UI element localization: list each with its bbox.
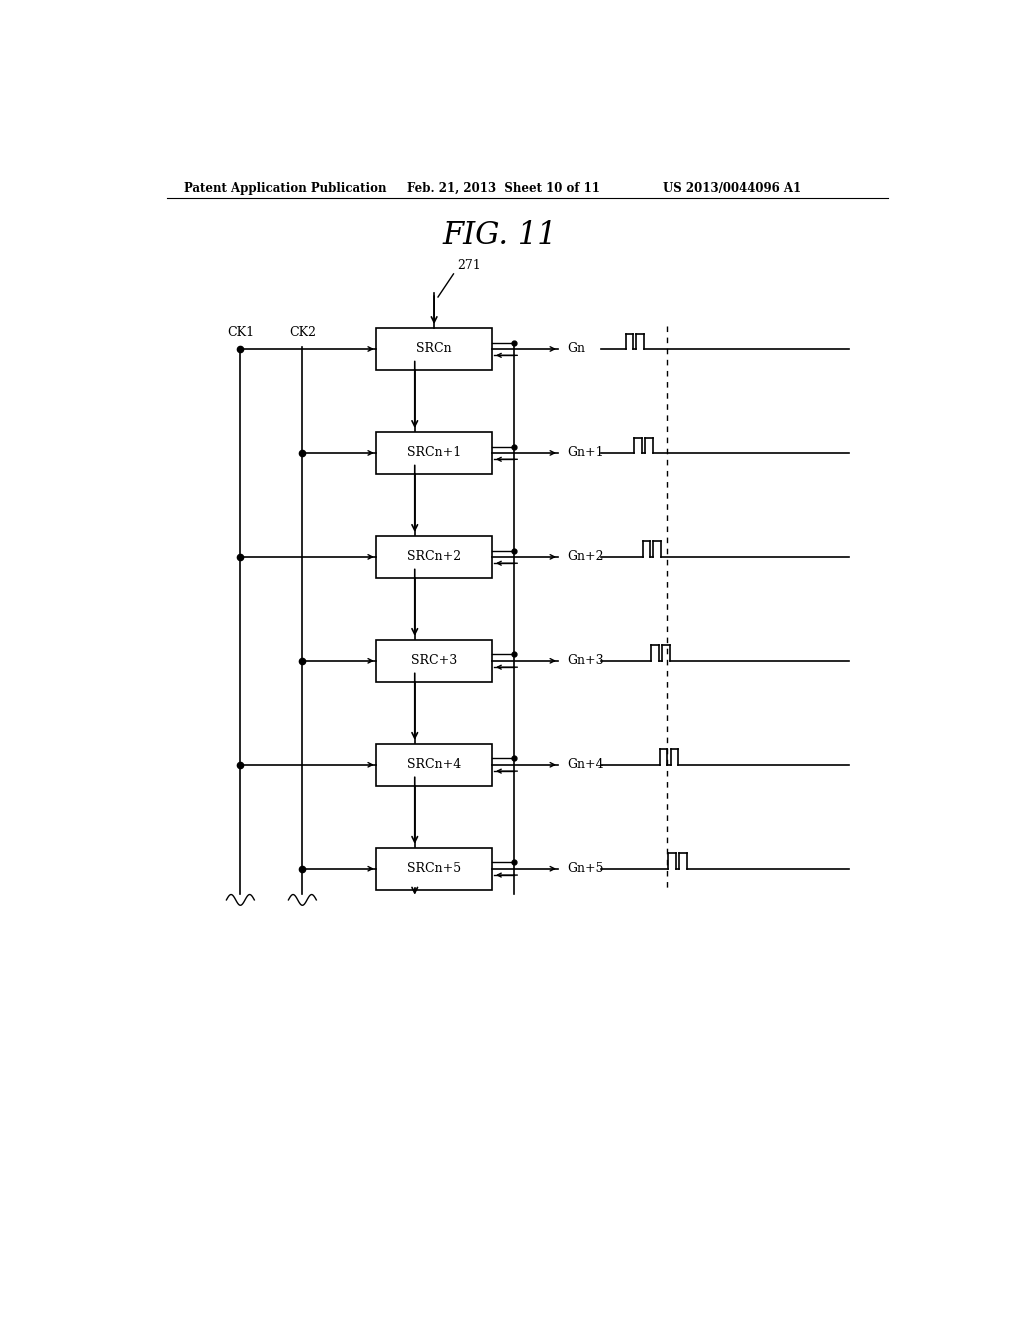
- Text: SRCn+2: SRCn+2: [408, 550, 461, 564]
- Bar: [376, 640, 493, 682]
- Text: Gn+1: Gn+1: [567, 446, 604, 459]
- Text: Feb. 21, 2013  Sheet 10 of 11: Feb. 21, 2013 Sheet 10 of 11: [407, 182, 600, 194]
- Text: Gn+5: Gn+5: [567, 862, 604, 875]
- Text: Gn+2: Gn+2: [567, 550, 604, 564]
- Bar: [376, 743, 493, 785]
- Bar: [376, 536, 493, 578]
- Text: CK1: CK1: [226, 326, 254, 339]
- Text: Patent Application Publication: Patent Application Publication: [183, 182, 386, 194]
- Bar: [376, 432, 493, 474]
- Text: SRCn+5: SRCn+5: [408, 862, 461, 875]
- Text: US 2013/0044096 A1: US 2013/0044096 A1: [663, 182, 801, 194]
- Text: SRCn: SRCn: [417, 342, 452, 355]
- Text: Gn: Gn: [567, 342, 586, 355]
- Text: FIG. 11: FIG. 11: [442, 220, 557, 251]
- Text: CK2: CK2: [289, 326, 315, 339]
- Text: Gn+3: Gn+3: [567, 655, 604, 668]
- Bar: [376, 327, 493, 370]
- Bar: [376, 847, 493, 890]
- Text: SRCn+4: SRCn+4: [407, 758, 461, 771]
- Text: Gn+4: Gn+4: [567, 758, 604, 771]
- Text: SRC+3: SRC+3: [411, 655, 458, 668]
- Text: SRCn+1: SRCn+1: [407, 446, 461, 459]
- Text: 271: 271: [458, 259, 481, 272]
